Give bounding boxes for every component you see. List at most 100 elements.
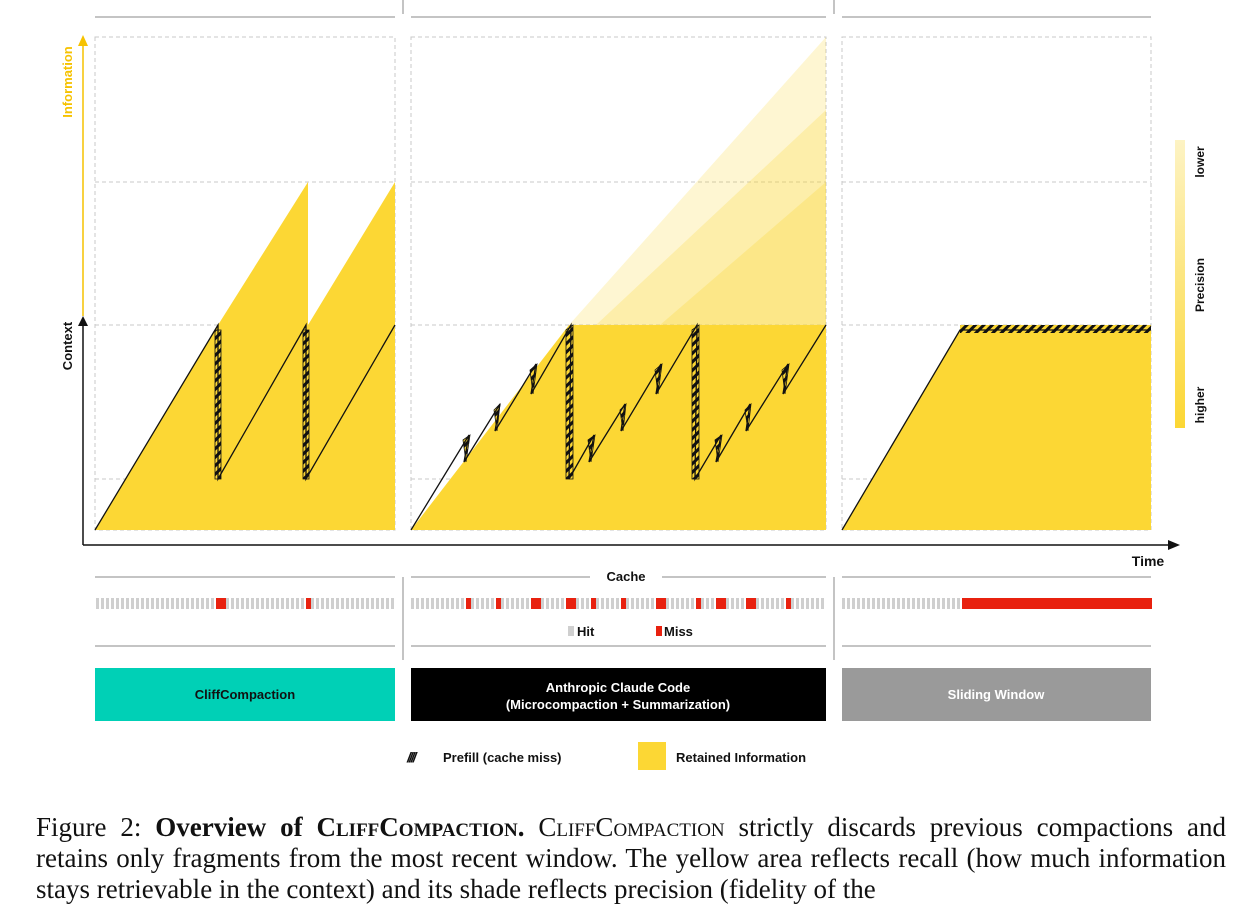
- cache-hit-cell: [681, 598, 684, 609]
- figure-2-diagram: Information Context Time lower Precision…: [60, 0, 1207, 770]
- cache-hit-cell: [441, 598, 444, 609]
- cache-miss-cell: [1097, 598, 1102, 609]
- cache-hit-cell: [266, 598, 269, 609]
- cache-miss-cell: [987, 598, 992, 609]
- cache-hit-cell: [686, 598, 689, 609]
- context-line: [94, 322, 396, 531]
- cache-miss-cell: [1107, 598, 1112, 609]
- cache-hit-cell: [806, 598, 809, 609]
- cache-hit-cell: [291, 598, 294, 609]
- caption-title-bold: Overview of: [155, 812, 303, 842]
- cache-hit-cell: [711, 598, 714, 609]
- cache-miss-cell: [1027, 598, 1032, 609]
- cache-hit-cell: [161, 598, 164, 609]
- cache-miss-cell: [1122, 598, 1127, 609]
- precision-layer: [569, 37, 826, 325]
- cache-hit-cell: [186, 598, 189, 609]
- cliffcompaction-box: [95, 668, 395, 721]
- cache-hit-cell: [626, 598, 629, 609]
- cache-hit-cell: [902, 598, 905, 609]
- cache-miss-cell: [721, 598, 726, 609]
- cache-hit-cell: [126, 598, 129, 609]
- context-axis-arrowhead: [78, 316, 88, 326]
- cache-hit-cell: [641, 598, 644, 609]
- cache-hit-cell: [691, 598, 694, 609]
- cache-miss-cell: [1002, 598, 1007, 609]
- cache-hit-cell: [386, 598, 389, 609]
- cache-hit-cell: [586, 598, 589, 609]
- precision-scale: lower Precision higher: [1175, 140, 1207, 428]
- cache-hit-cell: [181, 598, 184, 609]
- claude-code-sublabel: (Microcompaction + Summarization): [506, 697, 730, 712]
- time-axis-label: Time: [1132, 553, 1165, 569]
- cache-miss-cell: [1117, 598, 1122, 609]
- precision-top-label: lower: [1193, 146, 1207, 178]
- cache-hit-cell: [942, 598, 945, 609]
- context-line: [410, 322, 827, 531]
- retained-legend-swatch: [638, 742, 666, 770]
- cache-hit-cell: [892, 598, 895, 609]
- cache-hit-cell: [796, 598, 799, 609]
- cache-hit-cell: [431, 598, 434, 609]
- context-line: [841, 329, 1151, 531]
- cache-hit-cell: [211, 598, 214, 609]
- cache-hit-cell: [897, 598, 900, 609]
- precision-bottom-label: higher: [1193, 386, 1207, 423]
- cache-miss-cell: [656, 598, 661, 609]
- cache-hit-cell: [606, 598, 609, 609]
- cache-miss-cell: [1047, 598, 1052, 609]
- hit-swatch: [568, 626, 574, 636]
- cache-hit-cell: [106, 598, 109, 609]
- cache-hit-cell: [882, 598, 885, 609]
- cache-miss-cell: [1077, 598, 1082, 609]
- cache-miss-cell: [591, 598, 596, 609]
- cache-hit-cell: [281, 598, 284, 609]
- cache-hit-cell: [611, 598, 614, 609]
- retained-area: [411, 325, 826, 530]
- cache-hit-cell: [366, 598, 369, 609]
- sliding-window-panel: [841, 325, 1151, 531]
- cache-hit-cell: [671, 598, 674, 609]
- caption-prefix: Figure 2:: [36, 812, 142, 842]
- cache-hit-cell: [852, 598, 855, 609]
- cache-hit-cell: [121, 598, 124, 609]
- cache-hit-cell: [701, 598, 704, 609]
- cache-hit-cell: [887, 598, 890, 609]
- cache-hit-cell: [862, 598, 865, 609]
- cache-miss-cell: [1062, 598, 1067, 609]
- cache-hit-cell: [151, 598, 154, 609]
- cache-hit-cell: [706, 598, 709, 609]
- cache-hit-cell: [436, 598, 439, 609]
- caption-title-smallcaps: CliffCompaction.: [316, 812, 525, 842]
- cache-miss-cell: [221, 598, 226, 609]
- cache-hit-cell: [877, 598, 880, 609]
- cache-hit-cell: [296, 598, 299, 609]
- cache-hit-cell: [842, 598, 845, 609]
- cache-hit-cell: [136, 598, 139, 609]
- caption-name: CliffCompaction: [538, 812, 725, 842]
- cache-hit-cell: [356, 598, 359, 609]
- cache-hit-cell: [316, 598, 319, 609]
- cache-hit-cell: [486, 598, 489, 609]
- cache-hit-cell: [341, 598, 344, 609]
- cache-hit-cell: [821, 598, 824, 609]
- cache-hit-cell: [907, 598, 910, 609]
- cache-hit-cell: [111, 598, 114, 609]
- cache-hit-cell: [331, 598, 334, 609]
- cache-strips: [96, 598, 1152, 609]
- cache-hit-cell: [847, 598, 850, 609]
- cache-hit-cell: [521, 598, 524, 609]
- cache-hit-cell: [811, 598, 814, 609]
- cache-hit-cell: [421, 598, 424, 609]
- cache-miss-cell: [1037, 598, 1042, 609]
- legend: //// Prefill (cache miss) Retained Infor…: [406, 742, 806, 770]
- sliding-window-label: Sliding Window: [948, 687, 1046, 702]
- cache-hit-cell: [741, 598, 744, 609]
- cache-hit-cell: [241, 598, 244, 609]
- retained-area: [95, 182, 395, 530]
- cache-miss-cell: [306, 598, 311, 609]
- cache-hit-cell: [561, 598, 564, 609]
- cache-hit-cell: [256, 598, 259, 609]
- cache-hit-cell: [511, 598, 514, 609]
- prefill-band: [960, 325, 1151, 333]
